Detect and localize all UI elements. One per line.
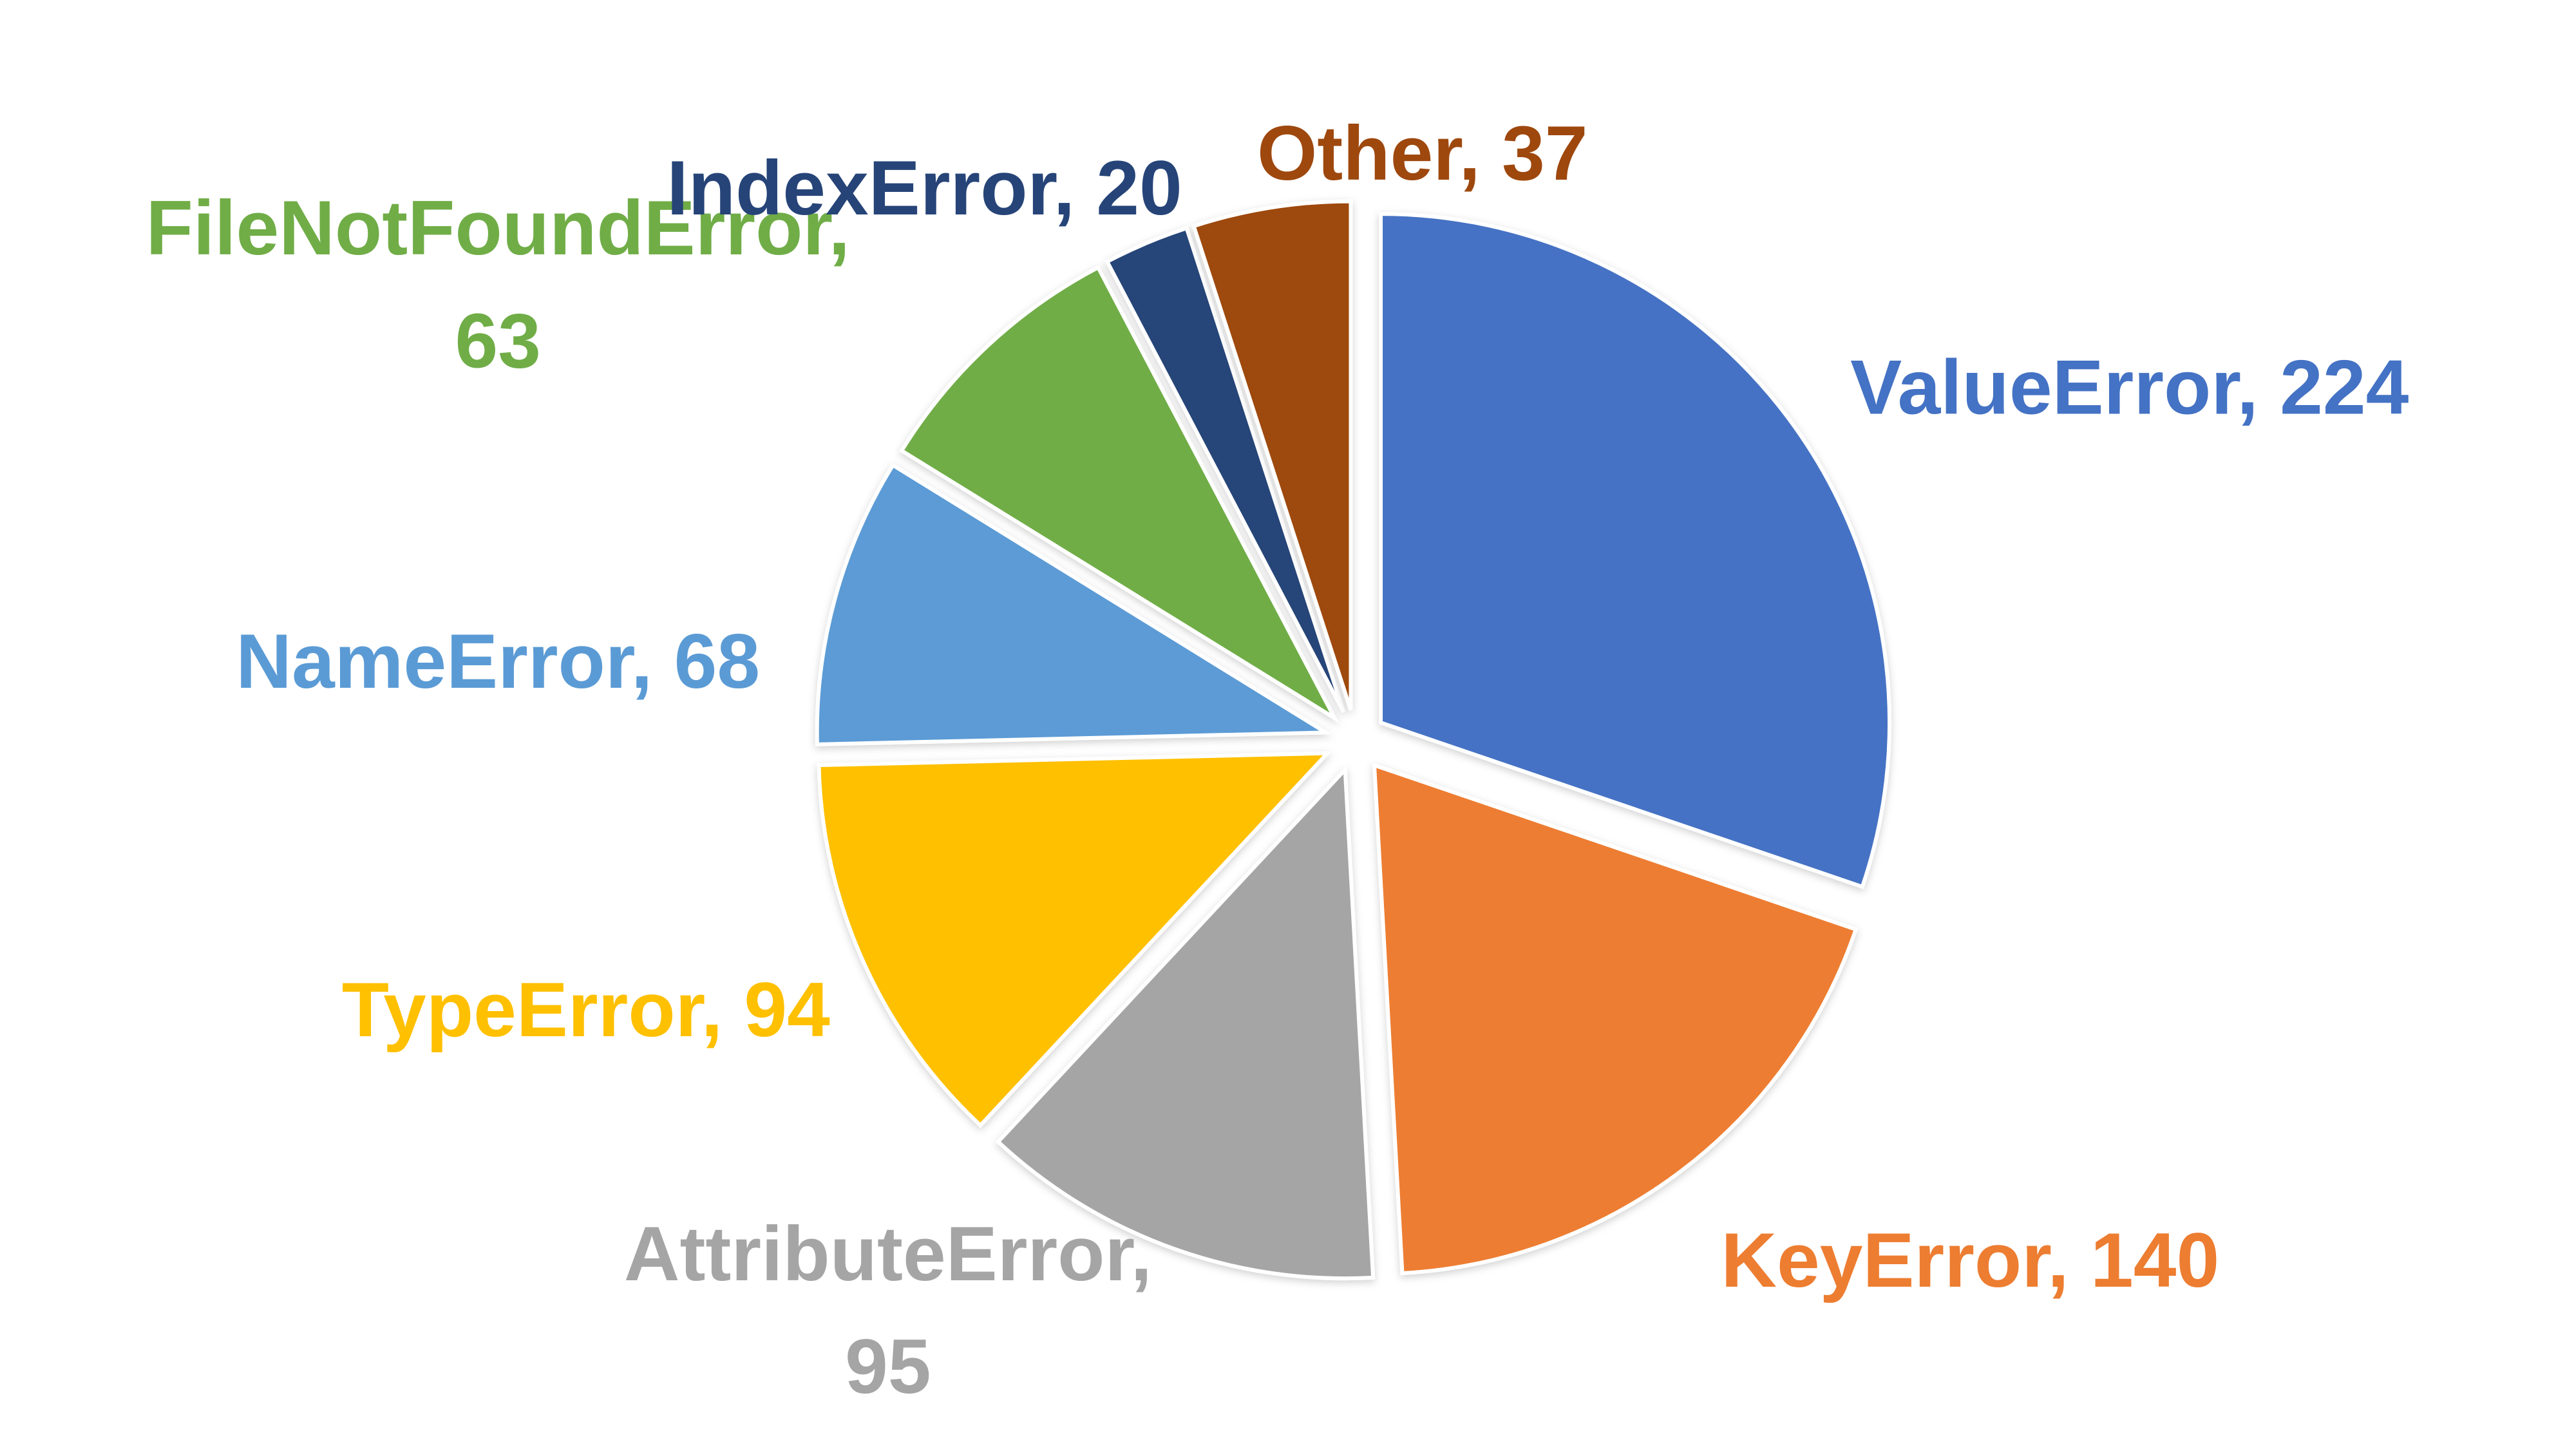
pie-slices (815, 199, 1892, 1281)
pie-slice-nameerror (815, 462, 1332, 746)
data-label-nameerror: NameError, 68 (236, 618, 760, 705)
data-label-keyerror: KeyError, 140 (1721, 1217, 2219, 1303)
data-label-line: TypeError, 94 (342, 967, 830, 1053)
data-label-typeerror: TypeError, 94 (342, 967, 830, 1053)
data-label-line: FileNotFoundError, (146, 185, 850, 271)
data-label-line: Other, 37 (1257, 110, 1588, 196)
pie-slice-keyerror (1372, 762, 1859, 1276)
data-label-valueerror: ValueError, 224 (1850, 345, 2409, 431)
data-label-line: AttributeError, (624, 1211, 1152, 1297)
data-label-filenotfounderror: FileNotFoundError, 63 (146, 185, 850, 384)
pie-data-labels: ValueError, 224 KeyError, 140 AttributeErr… (146, 110, 2409, 1410)
data-label-other: Other, 37 (1257, 110, 1588, 196)
pie-slice-other (1191, 199, 1353, 711)
data-label-line: 63 (455, 298, 540, 384)
pie-slice-typeerror (817, 751, 1332, 1128)
pie-slice-filenotfounderror (899, 265, 1340, 724)
pie-slice-indexerror (1104, 225, 1346, 714)
data-label-line: 95 (845, 1323, 931, 1410)
data-label-line: KeyError, 140 (1721, 1217, 2219, 1303)
data-label-line: ValueError, 224 (1850, 345, 2409, 431)
data-label-line: NameError, 68 (236, 618, 760, 705)
pie-slice-valueerror (1379, 212, 1892, 889)
data-label-attributeerror: AttributeError, 95 (624, 1211, 1152, 1410)
pie-slice-attributeerror (995, 764, 1376, 1281)
data-label-line: IndexError, 20 (667, 145, 1182, 231)
data-label-indexerror: IndexError, 20 (667, 145, 1182, 231)
